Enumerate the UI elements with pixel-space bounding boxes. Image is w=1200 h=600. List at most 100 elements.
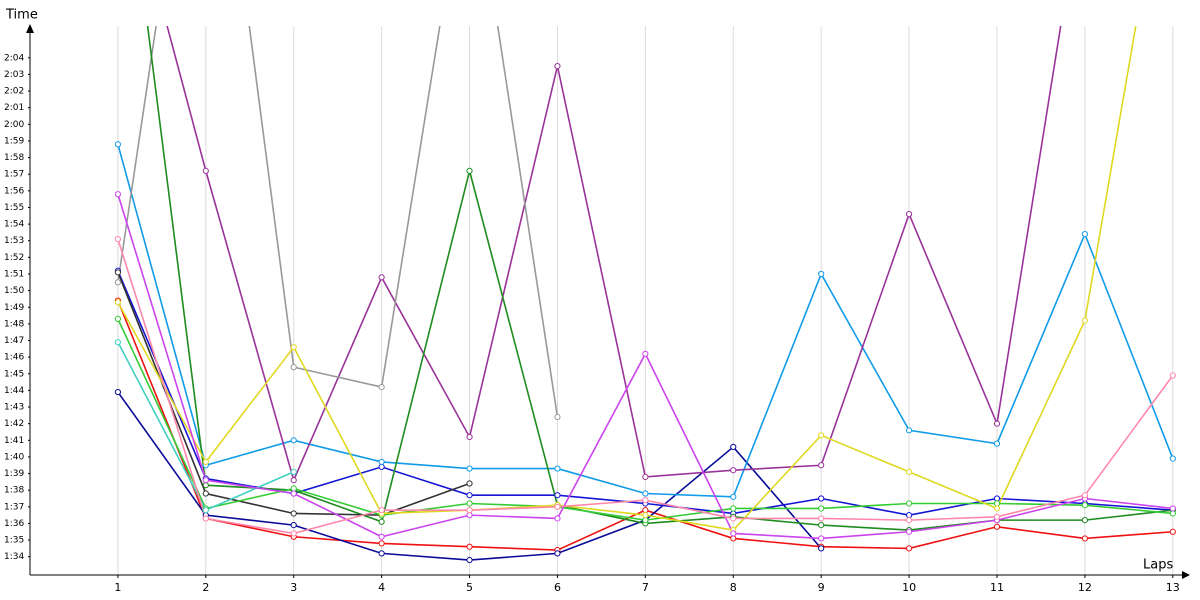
data-point — [554, 492, 561, 499]
data-point — [1081, 230, 1089, 238]
y-tick-label: 1:56 — [4, 186, 24, 196]
data-point — [554, 550, 561, 557]
y-tick-label: 1:50 — [4, 286, 24, 296]
data-point — [993, 500, 1001, 507]
data-point — [818, 462, 825, 469]
x-tick-label: 11 — [990, 581, 1004, 594]
data-point — [290, 364, 297, 371]
x-tick-label: 10 — [902, 581, 916, 594]
data-point — [114, 315, 122, 322]
data-point — [905, 468, 913, 475]
data-point — [114, 235, 122, 243]
data-point — [114, 339, 122, 346]
data-point — [818, 522, 825, 529]
data-point — [905, 545, 913, 552]
y-tick-label: 1:53 — [4, 236, 24, 246]
data-point — [290, 485, 297, 492]
y-tick-label: 1:54 — [4, 220, 24, 230]
x-tick-label: 5 — [466, 581, 473, 594]
data-point — [642, 350, 649, 357]
data-point — [1081, 317, 1089, 324]
y-tick-label: 1:40 — [4, 452, 24, 462]
data-point — [818, 535, 825, 542]
data-point — [642, 473, 649, 480]
y-tick-label: 1:42 — [4, 419, 24, 429]
data-point — [202, 458, 209, 466]
y-tick-label: 1:46 — [4, 353, 24, 363]
data-point — [466, 500, 473, 507]
x-tick-label: 1 — [114, 581, 121, 594]
data-point — [378, 383, 385, 391]
data-point — [290, 437, 297, 444]
data-point — [202, 482, 209, 489]
y-tick-label: 1:34 — [4, 552, 24, 562]
data-point — [466, 507, 473, 514]
data-point — [290, 468, 297, 475]
x-tick-label: 12 — [1078, 581, 1092, 594]
data-point — [378, 550, 385, 557]
data-point — [1169, 510, 1176, 517]
data-point — [290, 510, 297, 517]
y-tick-label: 1:39 — [4, 469, 24, 479]
data-point — [1169, 455, 1176, 462]
data-point — [818, 270, 825, 278]
data-point — [730, 467, 737, 474]
x-tick-label: 6 — [554, 581, 561, 594]
data-point — [905, 528, 913, 535]
data-point — [378, 274, 385, 281]
data-point — [554, 503, 561, 510]
data-point — [466, 512, 473, 519]
y-tick-label: 1:57 — [4, 170, 24, 180]
data-point — [642, 517, 649, 524]
series-line — [117, 26, 559, 418]
data-point — [1081, 492, 1089, 499]
y-tick-label: 2:02 — [4, 87, 24, 97]
data-point — [202, 167, 209, 174]
data-point — [290, 490, 297, 497]
data-point — [730, 505, 737, 512]
data-point — [290, 477, 297, 484]
data-point — [993, 505, 1001, 512]
data-point — [905, 211, 913, 218]
data-point — [114, 388, 122, 396]
data-point — [554, 465, 561, 472]
y-tick-label: 1:52 — [4, 253, 24, 263]
data-point — [1081, 502, 1089, 509]
data-point — [993, 440, 1001, 447]
data-point — [202, 490, 209, 497]
data-point — [993, 495, 1001, 502]
data-point — [905, 427, 913, 434]
data-point — [202, 515, 209, 522]
x-tick-label: 2 — [202, 581, 209, 594]
data-point — [554, 515, 561, 522]
y-tick-label: 1:35 — [4, 536, 24, 546]
data-point — [466, 167, 473, 174]
data-point — [114, 279, 122, 286]
data-point — [730, 535, 737, 542]
data-point — [642, 490, 649, 497]
data-point — [290, 344, 297, 351]
y-tick-label: 1:37 — [4, 502, 24, 512]
data-point — [1081, 517, 1089, 524]
data-point — [1169, 372, 1176, 379]
data-point — [466, 543, 473, 550]
series-line — [166, 26, 1062, 483]
y-tick-label: 1:58 — [4, 153, 24, 163]
data-point — [642, 497, 649, 504]
data-point — [466, 465, 473, 472]
y-tick-label: 1:55 — [4, 203, 24, 213]
data-point — [818, 495, 825, 502]
x-tick-label: 4 — [378, 581, 385, 594]
x-axis-arrow — [1182, 571, 1190, 579]
data-point — [378, 540, 385, 547]
y-tick-label: 1:43 — [4, 403, 24, 413]
data-point — [730, 443, 737, 451]
data-point — [730, 515, 737, 522]
grid — [117, 26, 1174, 575]
x-tick-label: 13 — [1166, 581, 1180, 594]
y-tick-label: 2:00 — [4, 120, 24, 130]
data-point — [818, 432, 825, 439]
data-point — [114, 299, 122, 306]
data-point — [466, 492, 473, 499]
